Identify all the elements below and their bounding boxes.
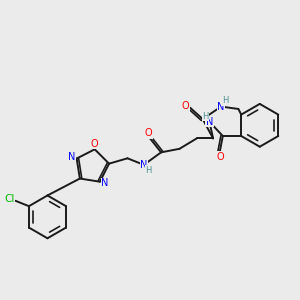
- Text: O: O: [182, 101, 190, 111]
- Text: N: N: [140, 160, 148, 170]
- Text: H: H: [202, 112, 208, 121]
- Text: Cl: Cl: [4, 194, 15, 204]
- Text: O: O: [91, 139, 99, 149]
- Text: H: H: [145, 166, 152, 175]
- Text: N: N: [101, 178, 109, 188]
- Text: N: N: [218, 102, 225, 112]
- Text: N: N: [68, 152, 75, 162]
- Text: H: H: [222, 96, 229, 105]
- Text: O: O: [217, 152, 224, 161]
- Text: N: N: [206, 117, 213, 127]
- Text: O: O: [145, 128, 152, 138]
